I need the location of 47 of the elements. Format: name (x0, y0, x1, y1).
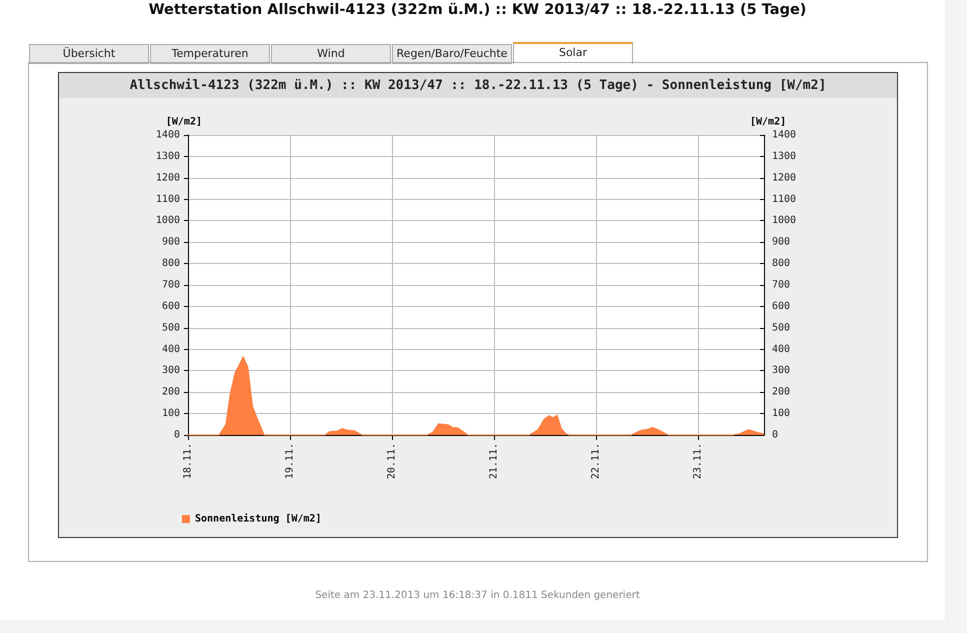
x-tick-label: 23.11. (692, 443, 704, 480)
y2-tick-label: 300 (772, 365, 790, 376)
y-tick-label: 600 (162, 300, 180, 312)
text: Seite am 23.11.2013 um 16:18:37 in 0.1811 Sekunden generiert (314, 590, 641, 601)
legend-label: Sonnenleistung [W/m2] (195, 512, 322, 524)
y-axis-title: [W/m2] (166, 116, 202, 128)
y-tick-label: 400 (162, 344, 180, 355)
y2-tick-label: 1300 (772, 150, 796, 162)
text: Solar (513, 42, 633, 64)
y-tick-label: 800 (162, 258, 180, 270)
y2-tick-label: 900 (772, 236, 790, 248)
y2-tick-label: 400 (772, 344, 790, 355)
y-tick-label: 1400 (156, 130, 180, 140)
y-tick-label: 1200 (156, 172, 180, 184)
y2-tick-label: 100 (772, 408, 790, 420)
y2-axis-title: [W/m2] (750, 116, 786, 128)
text: Wind (271, 44, 391, 64)
y2-tick-label: 200 (772, 386, 790, 398)
x-tick-label: 22.11. (590, 443, 602, 480)
y2-tick-label: 0 (772, 430, 778, 440)
y2-tick-label: 600 (772, 300, 790, 312)
text: Übersicht (29, 44, 149, 64)
chart-subtitle: Allschwil-4123 (322m ü.M.) :: KW 2013/47 :: 18.-22.11.13 (5 Tage) - Sonnenleistung [W/m2] (59, 73, 897, 98)
y-tick-label: 900 (162, 236, 180, 248)
y2-tick-label: 500 (772, 322, 790, 334)
y-tick-label: 1000 (156, 215, 180, 226)
y-tick-label: 0 (174, 430, 180, 440)
y-tick-label: 300 (162, 365, 180, 376)
y-tick-label: 1300 (156, 150, 180, 162)
y-tick-label: 200 (162, 386, 180, 398)
x-tick-label: 19.11. (284, 443, 296, 480)
y-tick-label: 700 (162, 280, 180, 290)
y-tick-label: 1100 (156, 194, 180, 205)
x-tick-label: 21.11. (488, 443, 500, 480)
y2-tick-label: 1100 (772, 194, 796, 205)
text: Regen/Baro/Feuchte (392, 44, 512, 64)
y-tick-label: 100 (162, 408, 180, 420)
y2-tick-label: 1000 (772, 215, 796, 226)
x-tick-label: 20.11. (386, 443, 398, 480)
y2-tick-label: 800 (772, 258, 790, 270)
x-tick-label: 18.11. (182, 443, 194, 480)
y2-tick-label: 1200 (772, 172, 796, 184)
chart-title: Wetterstation Allschwil-4123 (322m ü.M.) :: KW 2013/47 :: 18.-22.11.13 (5 Tage) (148, 2, 808, 18)
text: Temperaturen (150, 44, 270, 64)
y2-tick-label: 700 (772, 280, 790, 290)
y2-tick-label: 1400 (772, 130, 796, 140)
y-tick-label: 500 (162, 322, 180, 334)
